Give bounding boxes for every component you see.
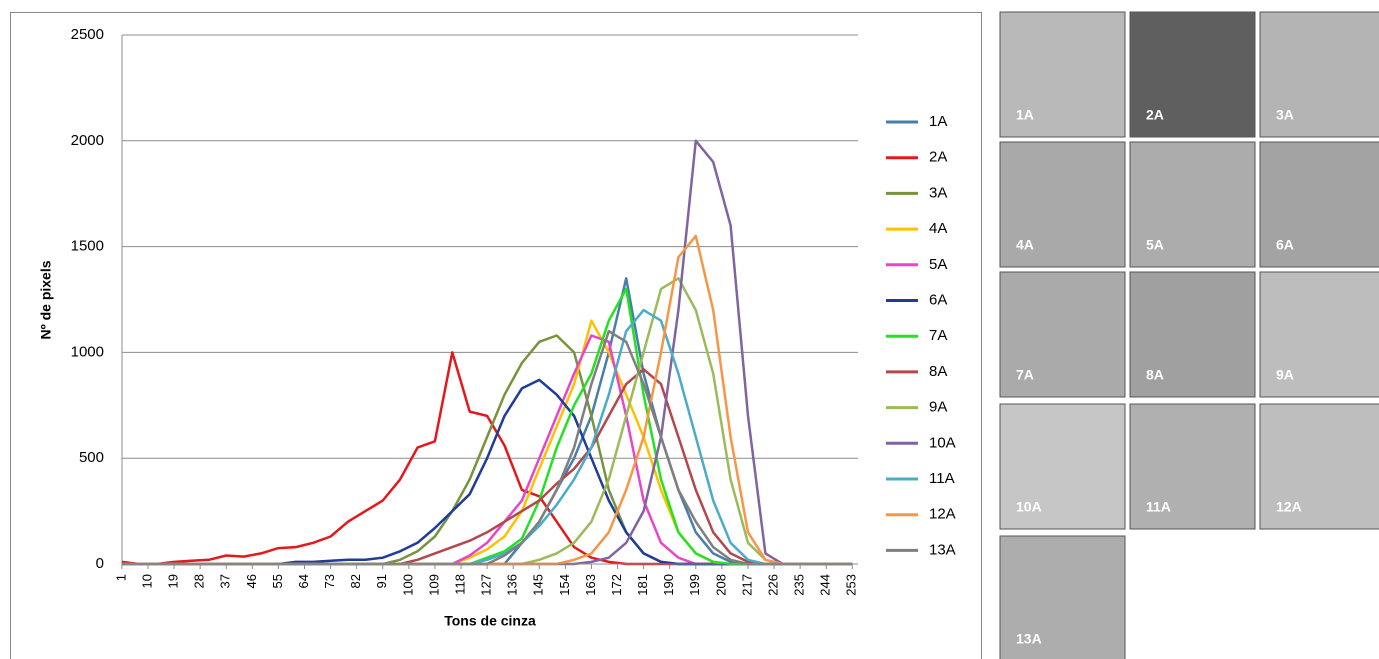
legend-label: 13A — [929, 541, 956, 558]
x-tick-label: 190 — [661, 574, 676, 596]
x-tick-label: 217 — [739, 574, 754, 596]
x-tick-label: 226 — [765, 574, 780, 596]
thumbnail-image — [999, 141, 1126, 268]
x-tick-label: 127 — [479, 574, 494, 596]
x-tick-label: 199 — [687, 574, 702, 596]
x-tick-label: 172 — [609, 574, 624, 596]
thumbnail-grid: 1A 2A 3A 4A 5A 6A 7A 8A 9A 10A 11A 12A 13A — [999, 11, 1379, 659]
thumbnail-image — [999, 535, 1126, 659]
x-tick-label: 118 — [452, 574, 467, 595]
thumbnail-label: 5A — [1146, 237, 1164, 253]
thumbnail-image — [1129, 271, 1256, 398]
thumbnail-label: 2A — [1146, 107, 1164, 123]
thumbnail-image — [1129, 403, 1256, 530]
legend-label: 10A — [929, 434, 956, 451]
x-tick-label: 145 — [531, 574, 546, 596]
legend-label: 6A — [929, 291, 947, 308]
thumbnail-image — [1129, 11, 1256, 138]
x-tick-label: 55 — [270, 574, 285, 588]
legend-label: 9A — [929, 399, 947, 416]
legend-label: 7A — [929, 327, 947, 344]
x-tick-label: 208 — [713, 574, 728, 596]
x-tick-label: 163 — [583, 574, 598, 596]
thumbnail-label: 1A — [1016, 107, 1034, 123]
thumbnail-image — [1259, 271, 1379, 398]
thumbnail-image — [1259, 11, 1379, 138]
chart-frame — [10, 12, 982, 659]
y-tick-label: 500 — [79, 449, 104, 466]
thumbnail-image — [1259, 403, 1379, 530]
thumbnail-image — [1259, 141, 1379, 268]
y-tick-label: 1500 — [71, 238, 104, 255]
legend-label: 8A — [929, 363, 947, 380]
thumbnail-label: 11A — [1146, 499, 1171, 515]
y-tick-label: 2500 — [71, 26, 104, 43]
x-tick-label: 181 — [635, 574, 650, 596]
thumbnail-label: 7A — [1016, 367, 1034, 383]
x-tick-label: 235 — [792, 574, 807, 596]
x-tick-label: 1 — [113, 574, 128, 581]
legend-label: 12A — [929, 506, 956, 523]
thumbnail-label: 10A — [1016, 499, 1042, 515]
x-tick-label: 10 — [139, 574, 154, 588]
thumbnail-label: 12A — [1276, 499, 1302, 515]
legend-label: 2A — [929, 149, 947, 166]
thumbnail-label: 4A — [1016, 237, 1034, 253]
x-tick-label: 253 — [844, 574, 859, 596]
thumbnail-image — [999, 403, 1126, 530]
x-tick-label: 136 — [505, 574, 520, 596]
x-tick-label: 73 — [322, 574, 337, 588]
thumbnail-label: 8A — [1146, 367, 1164, 383]
x-axis-label: Tons de cinza — [444, 613, 536, 629]
thumbnail-image — [1129, 141, 1256, 268]
thumbnail-label: 3A — [1276, 107, 1294, 123]
x-tick-label: 64 — [296, 574, 311, 588]
legend-label: 4A — [929, 220, 947, 237]
thumbnail-label: 9A — [1276, 367, 1294, 383]
chart: 0 500 1000 1500 2000 2500 1 10 19 28 37 46 55 64 73 82 9… — [71, 26, 956, 596]
thumbnail-image — [999, 271, 1126, 398]
y-axis-label: Nº de pixels — [38, 260, 54, 339]
legend-label: 3A — [929, 184, 947, 201]
legend-label: 1A — [929, 113, 947, 130]
legend-label: 5A — [929, 256, 947, 273]
x-tick-label: 109 — [426, 574, 441, 596]
thumbnail-label: 13A — [1016, 631, 1042, 647]
x-tick-label: 100 — [400, 574, 415, 596]
x-tick-label: 154 — [557, 574, 572, 596]
x-tick-label: 37 — [218, 574, 233, 588]
thumbnail-label: 6A — [1276, 237, 1294, 253]
x-tick-label: 82 — [348, 574, 363, 588]
y-tick-label: 2000 — [71, 132, 104, 149]
thumbnail-image — [999, 11, 1126, 138]
y-tick-label: 0 — [96, 555, 104, 572]
x-tick-label: 91 — [374, 574, 389, 588]
x-tick-label: 46 — [244, 574, 259, 588]
x-tick-label: 19 — [166, 574, 181, 588]
legend-label: 11A — [929, 470, 955, 487]
x-tick-label: 244 — [818, 574, 833, 596]
y-tick-label: 1000 — [71, 343, 104, 360]
x-tick-label: 28 — [192, 574, 207, 588]
